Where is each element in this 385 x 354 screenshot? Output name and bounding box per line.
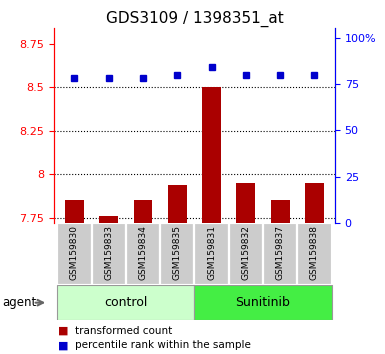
Bar xyxy=(126,223,160,285)
Bar xyxy=(305,183,324,223)
Bar xyxy=(160,223,194,285)
Bar xyxy=(297,223,331,285)
Text: GSM159835: GSM159835 xyxy=(173,225,182,280)
Bar xyxy=(168,185,187,223)
Text: transformed count: transformed count xyxy=(75,326,172,336)
Bar xyxy=(194,223,229,285)
Bar xyxy=(236,183,255,223)
Bar xyxy=(134,200,152,223)
Bar xyxy=(57,285,194,320)
Text: Sunitinib: Sunitinib xyxy=(236,296,290,309)
Bar xyxy=(194,285,331,320)
Text: GSM159838: GSM159838 xyxy=(310,225,319,280)
Text: percentile rank within the sample: percentile rank within the sample xyxy=(75,340,251,350)
Text: GSM159833: GSM159833 xyxy=(104,225,113,280)
Bar xyxy=(271,200,290,223)
Text: GSM159832: GSM159832 xyxy=(241,225,250,280)
Bar xyxy=(99,216,118,223)
Text: agent: agent xyxy=(2,296,36,309)
Text: ■: ■ xyxy=(58,326,68,336)
Text: ■: ■ xyxy=(58,340,68,350)
Bar xyxy=(202,87,221,223)
Bar xyxy=(263,223,297,285)
Bar xyxy=(57,223,92,285)
Bar xyxy=(229,223,263,285)
Text: GSM159831: GSM159831 xyxy=(207,225,216,280)
Text: GSM159830: GSM159830 xyxy=(70,225,79,280)
Bar xyxy=(92,223,126,285)
Bar xyxy=(65,200,84,223)
Text: control: control xyxy=(104,296,147,309)
Title: GDS3109 / 1398351_at: GDS3109 / 1398351_at xyxy=(105,11,283,27)
Text: GSM159834: GSM159834 xyxy=(139,225,147,280)
Text: GSM159837: GSM159837 xyxy=(276,225,285,280)
